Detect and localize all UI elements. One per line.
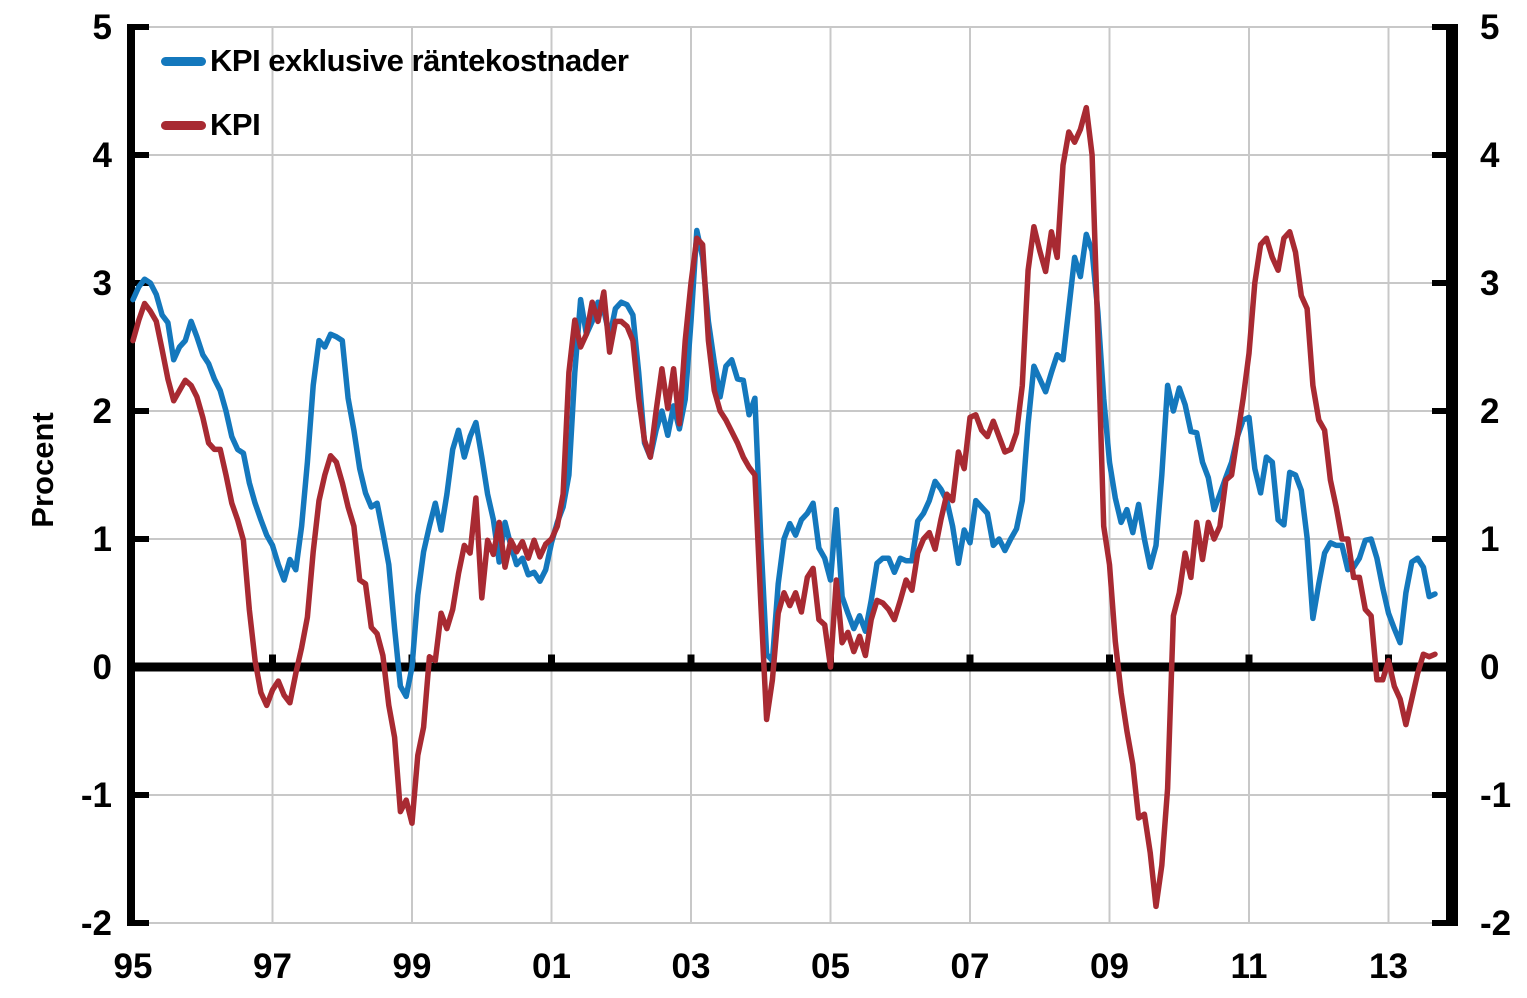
y-tick-label-left: 1 xyxy=(93,520,112,559)
y-tick-right xyxy=(1432,280,1446,286)
y-tick-label-right: 2 xyxy=(1480,392,1499,431)
y-axis-right xyxy=(1446,24,1458,926)
x-year-tick xyxy=(966,654,974,663)
y-tick-label-right: 3 xyxy=(1480,264,1499,303)
legend-label-kpi: KPI xyxy=(210,107,261,142)
x-tick-label: 99 xyxy=(393,947,432,986)
legend-item-kpi-exklusive-rantekostnader: KPI exklusive räntekostnader xyxy=(161,40,629,82)
y-tick-left xyxy=(135,920,149,926)
y-tick-left xyxy=(135,24,149,30)
y-tick-label-left: 4 xyxy=(93,136,113,175)
legend-swatch-kpi xyxy=(161,120,206,130)
y-tick-label-left: 2 xyxy=(93,392,112,431)
x-tick-label: 03 xyxy=(672,947,711,986)
x-tick-label: 11 xyxy=(1231,947,1268,986)
x-year-tick xyxy=(687,654,695,663)
y-tick-right xyxy=(1432,24,1446,30)
x-tick-label: 05 xyxy=(811,947,850,986)
y-tick-label-right: 0 xyxy=(1480,648,1499,687)
x-year-tick xyxy=(1106,654,1113,663)
legend-swatch-kpi-exklusive-rantekostnader xyxy=(161,56,206,66)
y-axis-title: Procent xyxy=(25,412,60,528)
legend-item-kpi: KPI xyxy=(161,104,628,146)
y-tick-left xyxy=(135,536,149,542)
y-tick-left xyxy=(135,408,149,414)
y-tick-right xyxy=(1432,664,1446,670)
x-tick-label: 09 xyxy=(1090,947,1129,986)
y-tick-left xyxy=(135,152,149,158)
x-tick-label: 95 xyxy=(114,947,153,986)
y-tick-label-right: 5 xyxy=(1480,8,1499,47)
legend: KPI exklusive räntekostnader KPI xyxy=(161,40,629,168)
y-axis-left xyxy=(127,24,135,926)
y-tick-right xyxy=(1432,536,1446,542)
y-tick-label-right: 1 xyxy=(1480,520,1499,559)
x-tick-label: 97 xyxy=(253,947,292,986)
y-tick-right xyxy=(1432,408,1446,414)
y-tick-label-left: 5 xyxy=(93,8,112,47)
y-tick-label-right: -1 xyxy=(1480,776,1511,815)
y-tick-left xyxy=(135,664,149,670)
y-tick-right xyxy=(1432,920,1446,926)
x-tick-label: 01 xyxy=(532,947,571,986)
series-line-kpi-exklusive-rantekostnader xyxy=(130,227,1438,700)
x-year-tick xyxy=(269,654,276,663)
series-line-kpi xyxy=(130,104,1438,910)
y-tick-label-left: -2 xyxy=(81,904,112,943)
x-year-tick xyxy=(548,654,555,663)
y-tick-left xyxy=(135,792,149,798)
y-tick-label-left: 0 xyxy=(93,648,112,687)
zero-line xyxy=(127,662,1458,672)
y-tick-label-right: -2 xyxy=(1480,904,1511,943)
y-tick-label-left: -1 xyxy=(81,776,112,815)
y-tick-right xyxy=(1432,152,1446,158)
x-year-tick xyxy=(1245,654,1253,663)
y-tick-label-left: 3 xyxy=(93,264,112,303)
x-tick-label: 13 xyxy=(1369,947,1408,986)
legend-label-kpi-exklusive-rantekostnader: KPI exklusive räntekostnader xyxy=(210,43,629,78)
x-tick-label: 07 xyxy=(951,947,990,986)
y-tick-label-right: 4 xyxy=(1480,136,1500,175)
y-tick-right xyxy=(1432,792,1446,798)
